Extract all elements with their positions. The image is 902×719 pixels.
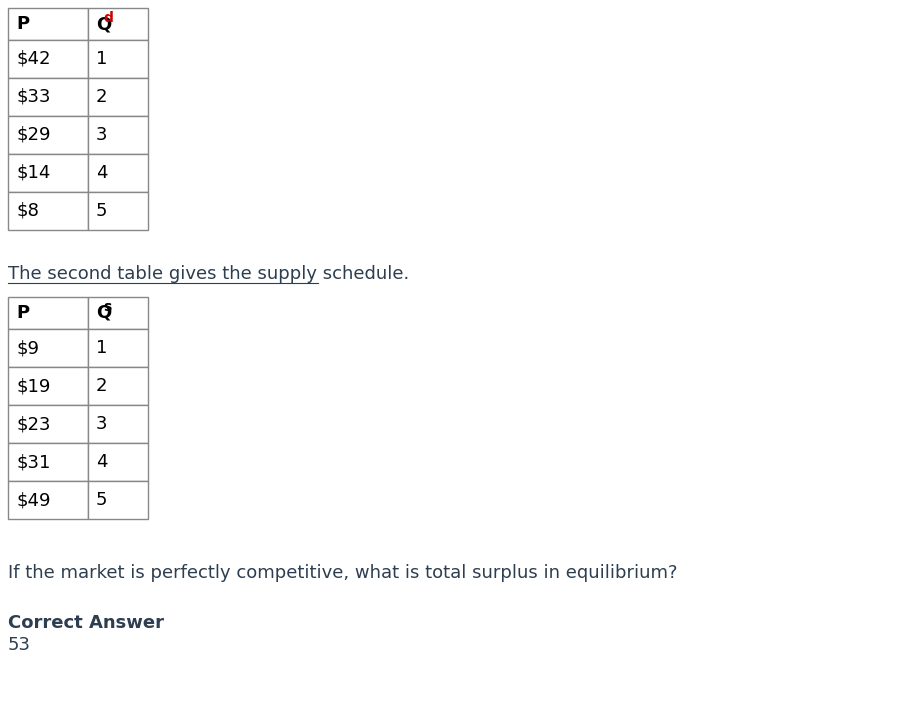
Bar bbox=[88, 8, 148, 40]
Bar bbox=[88, 481, 148, 519]
Text: P: P bbox=[16, 304, 29, 322]
Text: $8: $8 bbox=[16, 202, 39, 220]
Bar bbox=[8, 481, 88, 519]
Text: 4: 4 bbox=[96, 453, 107, 471]
Text: $49: $49 bbox=[16, 491, 51, 509]
Text: s: s bbox=[103, 301, 112, 314]
Bar bbox=[88, 116, 148, 154]
Text: $9: $9 bbox=[16, 339, 39, 357]
Text: $42: $42 bbox=[16, 50, 51, 68]
Bar bbox=[88, 78, 148, 116]
Bar bbox=[88, 329, 148, 367]
Text: The second table gives the supply schedule.: The second table gives the supply schedu… bbox=[8, 265, 410, 283]
Bar bbox=[88, 443, 148, 481]
Text: If the market is perfectly competitive, what is total surplus in equilibrium?: If the market is perfectly competitive, … bbox=[8, 564, 677, 582]
Text: 53: 53 bbox=[8, 636, 31, 654]
Bar bbox=[8, 405, 88, 443]
Text: 5: 5 bbox=[96, 491, 107, 509]
Text: 2: 2 bbox=[96, 377, 107, 395]
Bar bbox=[88, 154, 148, 192]
Text: Q: Q bbox=[96, 304, 111, 322]
Text: $23: $23 bbox=[16, 415, 51, 433]
Text: 2: 2 bbox=[96, 88, 107, 106]
Bar bbox=[88, 40, 148, 78]
Bar bbox=[8, 443, 88, 481]
Bar bbox=[8, 116, 88, 154]
Text: d: d bbox=[103, 12, 113, 25]
Text: $14: $14 bbox=[16, 164, 51, 182]
Bar bbox=[88, 405, 148, 443]
Bar bbox=[8, 367, 88, 405]
Text: 3: 3 bbox=[96, 415, 107, 433]
Bar bbox=[8, 329, 88, 367]
Bar bbox=[8, 297, 88, 329]
Text: $33: $33 bbox=[16, 88, 51, 106]
Bar bbox=[8, 78, 88, 116]
Text: $31: $31 bbox=[16, 453, 51, 471]
Bar bbox=[8, 40, 88, 78]
Text: 4: 4 bbox=[96, 164, 107, 182]
Text: Correct Answer: Correct Answer bbox=[8, 614, 164, 632]
Bar bbox=[88, 367, 148, 405]
Text: 5: 5 bbox=[96, 202, 107, 220]
Bar bbox=[8, 8, 88, 40]
Text: P: P bbox=[16, 15, 29, 33]
Text: Q: Q bbox=[96, 15, 111, 33]
Bar bbox=[8, 154, 88, 192]
Text: $29: $29 bbox=[16, 126, 51, 144]
Text: 1: 1 bbox=[96, 339, 107, 357]
Bar bbox=[8, 192, 88, 230]
Bar bbox=[88, 192, 148, 230]
Bar bbox=[88, 297, 148, 329]
Text: $19: $19 bbox=[16, 377, 51, 395]
Text: 1: 1 bbox=[96, 50, 107, 68]
Text: 3: 3 bbox=[96, 126, 107, 144]
